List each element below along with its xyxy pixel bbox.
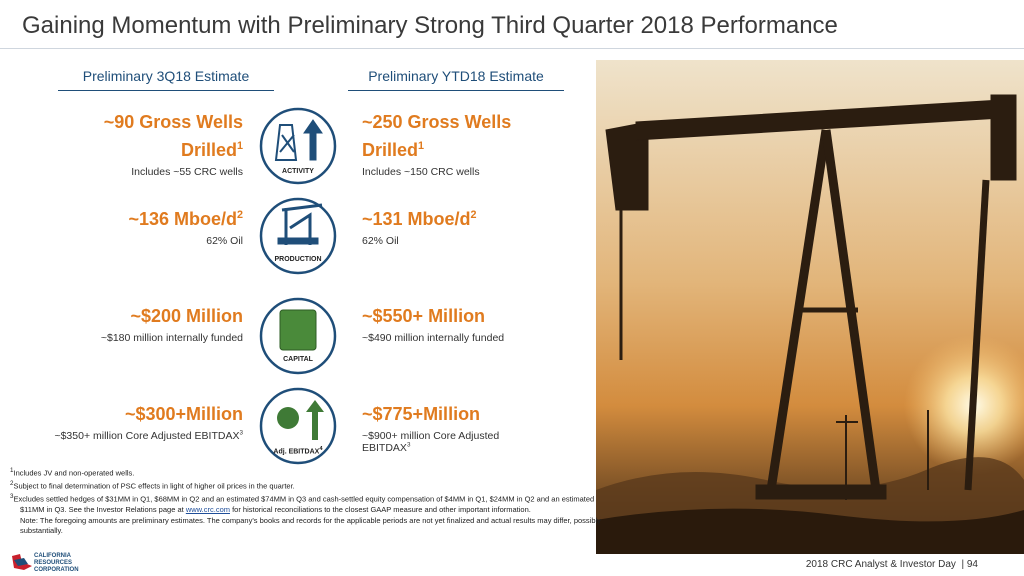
estimate-block: ~136 Mboe/d2 62% Oil (38, 205, 243, 247)
logo-line: RESOURCES (34, 560, 73, 566)
estimate-block: ~$300+Million ~$350+ million Core Adjuste… (38, 400, 243, 442)
logo-mark (12, 554, 32, 570)
estimate-value: ~131 Mboe/d2 (362, 205, 537, 233)
estimate-value: ~$300+Million (38, 400, 243, 428)
footnote-ref: 2 (236, 209, 243, 221)
estimate-block: ~250 Gross Wells Drilled1 Includes ~150 C… (362, 108, 537, 178)
detail-text: ~$180 million internally funded (100, 332, 243, 344)
value-text: ~90 Gross Wells Drilled (103, 112, 243, 160)
detail-text: ~$350+ million Core Adjusted EBITDAX (54, 430, 240, 442)
value-text: ~$300+Million (124, 404, 243, 424)
estimate-detail: 62% Oil (362, 235, 537, 247)
footnote: 1Includes JV and non-operated wells. (10, 466, 610, 479)
estimate-block: ~$775+Million ~$900+ million Core Adjuste… (362, 400, 537, 454)
estimate-block: ~90 Gross Wells Drilled1 Includes ~55 CRC… (38, 108, 243, 178)
estimate-value: ~$550+ Million (362, 302, 537, 330)
estimate-detail: ~$350+ million Core Adjusted EBITDAX3 (38, 430, 243, 442)
footnote: 2Subject to final determination of PSC e… (10, 479, 610, 492)
value-text: ~136 Mboe/d (128, 209, 237, 229)
footer-event: 2018 CRC Analyst & Investor Day (805, 559, 956, 570)
page-number: 94 (966, 559, 978, 570)
estimate-block: ~$200 Million ~$180 million internally fu… (38, 302, 243, 344)
estimate-detail: ~$180 million internally funded (38, 332, 243, 344)
footnote-text: for historical reconciliations to the cl… (232, 505, 531, 514)
column-header: Preliminary YTD18 Estimate (348, 68, 564, 91)
logo-text: CALIFORNIA RESOURCES CORPORATION (34, 553, 79, 574)
footnote: 3Excludes settled hedges of $31MM in Q1,… (10, 492, 610, 516)
logo-line: CALIFORNIA (34, 553, 71, 559)
detail-text: ~$900+ million Core Adjusted EBITDAX (362, 430, 500, 454)
footnote-number: 2 (10, 480, 14, 487)
estimate-value: ~90 Gross Wells Drilled1 (38, 108, 243, 164)
footer: 2018 CRC Analyst & Investor Day | 94 (805, 559, 978, 570)
footnote-text: Excludes settled hedges of $31MM in Q1, … (13, 494, 595, 515)
value-text: ~$775+Million (362, 404, 481, 424)
detail-text: 62% Oil (362, 235, 399, 247)
estimate-detail: Includes ~55 CRC wells (38, 166, 243, 178)
footnote-ref: 4 (319, 446, 323, 452)
estimate-block: ~131 Mboe/d2 62% Oil (362, 205, 537, 247)
column-header: Preliminary 3Q18 Estimate (58, 68, 274, 91)
value-text: ~$200 Million (130, 306, 243, 326)
value-text: ~250 Gross Wells Drilled (362, 112, 512, 160)
footnote-ref: 3 (239, 429, 243, 437)
slide-title: Gaining Momentum with Preliminary Strong… (22, 12, 838, 39)
title-rule (0, 48, 1024, 49)
detail-text: 62% Oil (206, 235, 243, 247)
icon-label-text: CAPITAL (283, 356, 313, 363)
estimate-detail: ~$900+ million Core Adjusted EBITDAX3 (362, 430, 537, 454)
footnote-ref: 1 (418, 140, 425, 152)
value-text: ~131 Mboe/d (362, 209, 471, 229)
icon-label: PRODUCTION (253, 256, 343, 263)
estimate-detail: Includes ~150 CRC wells (362, 166, 537, 178)
icon-label-text: PRODUCTION (274, 256, 322, 263)
footnote-ref: 2 (470, 209, 477, 221)
note: Note: The foregoing amounts are prelimin… (20, 515, 601, 536)
detail-text: ~$490 million internally funded (362, 332, 505, 344)
footnote-link[interactable]: www.crc.com (185, 505, 230, 514)
estimate-value: ~$775+Million (362, 400, 537, 428)
footnote-number: 3 (10, 493, 14, 500)
estimate-value: ~136 Mboe/d2 (38, 205, 243, 233)
estimate-block: ~$550+ Million ~$490 million internally f… (362, 302, 537, 344)
icon-label-text: Adj. EBITDAX (273, 448, 320, 456)
photo (596, 60, 1024, 554)
icon-label-text: ACTIVITY (282, 168, 314, 175)
footnote-ref: 1 (236, 140, 243, 152)
icon-label: CAPITAL (253, 356, 343, 363)
estimate-value: ~$200 Million (38, 302, 243, 330)
estimate-detail: ~$490 million internally funded (362, 332, 537, 344)
icon-label: ACTIVITY (253, 168, 343, 175)
footnotes: 1Includes JV and non-operated wells. 2Sub… (10, 466, 610, 537)
estimate-value: ~250 Gross Wells Drilled1 (362, 108, 537, 164)
detail-text: Includes ~150 CRC wells (362, 166, 480, 178)
logo-line: CORPORATION (34, 567, 79, 573)
footnote-text: Subject to final determination of PSC ef… (13, 481, 295, 491)
icons (259, 107, 337, 465)
footnote-number: 1 (10, 467, 14, 474)
value-text: ~$550+ Million (362, 306, 486, 326)
footnote-text: Includes JV and non-operated wells. (13, 468, 135, 478)
footnote-ref: 3 (406, 441, 411, 449)
estimate-detail: 62% Oil (38, 235, 243, 247)
icon-label: Adj. EBITDAX4 (253, 446, 343, 455)
detail-text: Includes ~55 CRC wells (131, 166, 243, 178)
